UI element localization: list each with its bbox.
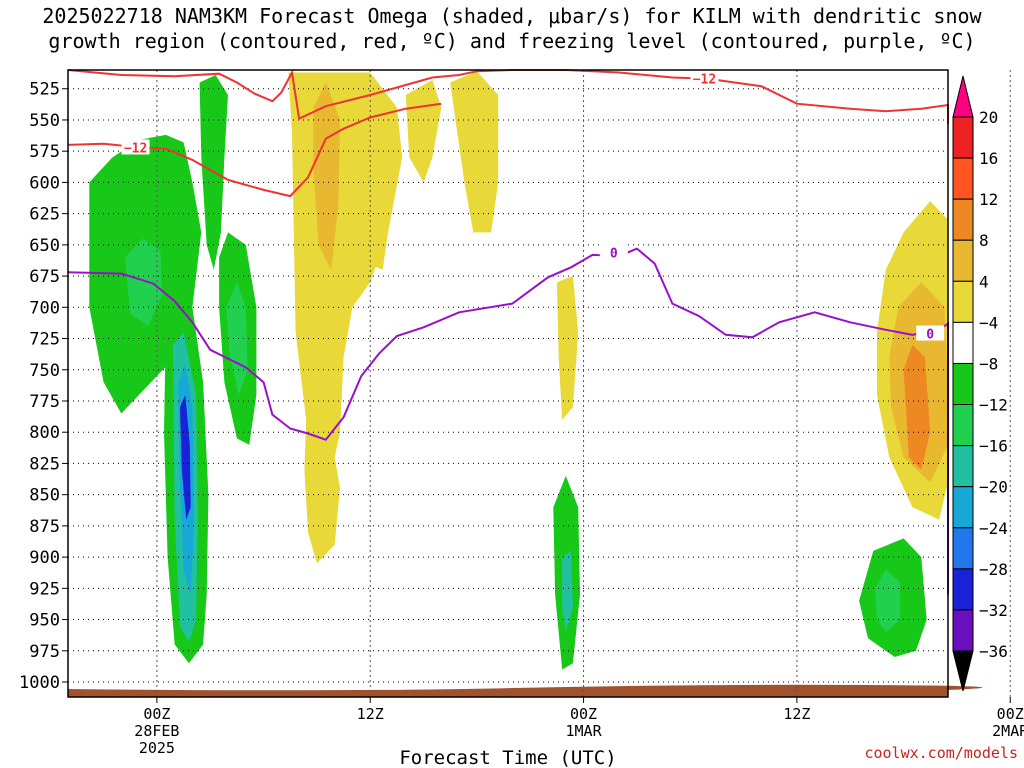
x-tick-label: 12Z <box>357 705 384 723</box>
chart-title-line2: growth region (contoured, red, ºC) and f… <box>48 29 976 53</box>
x-tick-label: 2025 <box>139 739 175 757</box>
contour-label: 0 <box>926 328 934 343</box>
terrain-fill <box>68 684 983 697</box>
omega-region <box>562 550 573 633</box>
y-tick-label: 600 <box>29 173 60 193</box>
omega-region <box>405 80 442 183</box>
y-tick-label: 775 <box>29 392 60 412</box>
colorbar-top-arrow <box>952 75 974 118</box>
y-tick-label: 550 <box>29 111 60 131</box>
contour-label-bg <box>916 325 945 341</box>
y-tick-label: 975 <box>29 642 60 662</box>
contour-label: −12 <box>124 141 147 156</box>
y-tick-label: 800 <box>29 423 60 443</box>
chart-title: 2025022718 NAM3KM Forecast Omega (shaded… <box>0 4 1024 54</box>
colorbar-segment <box>952 239 974 282</box>
x-tick-label: 00Z <box>570 705 597 723</box>
colorbar-segment <box>952 445 974 488</box>
colorbar-segment <box>952 568 974 611</box>
colorbar-segment <box>952 157 974 200</box>
y-tick-label: 925 <box>29 579 60 599</box>
colorbar-segment <box>952 486 974 529</box>
y-tick-label: 875 <box>29 517 60 537</box>
colorbar-segment <box>952 404 974 447</box>
colorbar-label: −4 <box>979 313 998 332</box>
contour-label-bg <box>121 139 150 155</box>
colorbar-label: −20 <box>979 478 1008 497</box>
omega-region <box>450 71 499 233</box>
x-tick-label: 00Z <box>997 705 1024 723</box>
colorbar-segment <box>952 527 974 570</box>
colorbar-label: −24 <box>979 519 1008 538</box>
watermark: coolwx.com/models <box>864 744 1018 762</box>
colorbar-segment <box>952 609 974 652</box>
colorbar-label: −32 <box>979 601 1008 620</box>
chart-title-line1: 2025022718 NAM3KM Forecast Omega (shaded… <box>42 4 982 28</box>
colorbar-label: −36 <box>979 642 1008 661</box>
x-tick-label: 1MAR <box>565 722 602 740</box>
contour-label: 0 <box>610 246 618 261</box>
colorbar-label: 16 <box>979 149 998 168</box>
omega-region <box>556 276 579 420</box>
contour-label: −12 <box>693 73 716 88</box>
colorbar-label: −8 <box>979 354 998 373</box>
axes: 5255505756006256506757007257507758008258… <box>19 69 1024 768</box>
x-tick-label: 2MAR <box>992 722 1024 740</box>
omega-region <box>313 82 340 270</box>
y-tick-label: 750 <box>29 361 60 381</box>
y-tick-label: 625 <box>29 205 60 225</box>
colorbar-label: −28 <box>979 560 1008 579</box>
colorbar-label: 8 <box>979 231 989 250</box>
colorbar-label: 12 <box>979 190 998 209</box>
colorbar: 20 16 12 8 4 −4 −8 −12 −16 −20 −24 −28 −32 −36 <box>952 75 1008 692</box>
colorbar-segment <box>952 362 974 406</box>
y-tick-label: 1000 <box>19 673 60 693</box>
colorbar-bottom-arrow <box>952 650 974 692</box>
x-axis-label: Forecast Time (UTC) <box>399 747 616 768</box>
omega-region <box>288 72 403 564</box>
plot-frame <box>67 69 949 698</box>
colorbar-segment <box>952 198 974 241</box>
colorbar-label: −12 <box>979 396 1008 415</box>
x-tick-label: 28FEB <box>134 722 179 740</box>
x-tick-label: 00Z <box>143 705 170 723</box>
contour-label-bg <box>690 70 719 86</box>
colorbar-label: −16 <box>979 437 1008 456</box>
contour-label-bg <box>599 244 628 260</box>
colorbar-label: 20 <box>979 108 998 127</box>
y-tick-label: 525 <box>29 80 60 100</box>
colorbar-segment <box>952 280 974 323</box>
omega-region <box>903 344 931 470</box>
y-tick-label: 900 <box>29 548 60 568</box>
y-tick-label: 950 <box>29 611 60 631</box>
colorbar-segment <box>952 321 974 364</box>
omega-region <box>180 394 191 520</box>
y-tick-label: 575 <box>29 142 60 162</box>
terrain-layer <box>68 684 983 697</box>
colorbar-segment <box>952 116 974 159</box>
colorbar-label: 4 <box>979 272 989 291</box>
x-tick-label: 12Z <box>783 705 810 723</box>
omega-region <box>875 569 900 633</box>
omega-region <box>124 238 163 326</box>
y-tick-label: 850 <box>29 486 60 506</box>
y-tick-label: 650 <box>29 236 60 256</box>
gridlines <box>68 70 1011 697</box>
y-tick-label: 675 <box>29 267 60 287</box>
y-tick-label: 725 <box>29 330 60 350</box>
omega-region <box>361 182 388 270</box>
y-tick-label: 700 <box>29 298 60 318</box>
y-tick-label: 825 <box>29 454 60 474</box>
